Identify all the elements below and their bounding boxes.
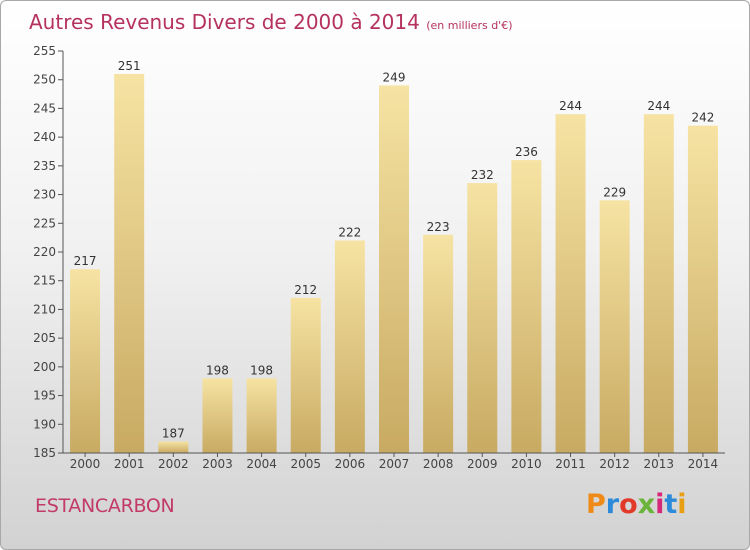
bar — [158, 441, 189, 453]
proxiti-logo: Proxiti — [586, 489, 687, 520]
bar-value-label: 244 — [647, 99, 670, 113]
x-tick-label: 2003 — [202, 457, 233, 471]
chart-title-block: Autres Revenus Divers de 2000 à 2014 (en… — [29, 10, 513, 34]
bar — [246, 378, 277, 453]
x-tick-label: 2014 — [688, 457, 719, 471]
x-tick-label: 2010 — [511, 457, 542, 471]
y-tick-label: 200 — [33, 360, 56, 374]
x-tick-label: 2011 — [555, 457, 586, 471]
x-tick-label: 2002 — [158, 457, 189, 471]
x-axis: 2000 2001 2002 2003 2004 2005 2006 2007 2008 2009… — [63, 452, 725, 471]
logo-letter: i — [677, 489, 687, 520]
x-tick-label: 2004 — [246, 457, 277, 471]
chart-title: Autres Revenus Divers de 2000 à 2014 — [29, 10, 420, 34]
y-tick-label: 240 — [33, 130, 56, 144]
bar-value-label: 212 — [294, 283, 317, 297]
bar — [379, 85, 409, 453]
y-tick-label: 195 — [33, 389, 56, 403]
y-tick-label: 210 — [33, 302, 56, 316]
bar-value-label: 223 — [427, 220, 450, 234]
bar — [334, 240, 365, 453]
y-tick-label: 205 — [33, 331, 56, 345]
y-tick-label: 255 — [33, 44, 56, 58]
x-tick-label: 2007 — [379, 457, 410, 471]
x-tick-label: 2008 — [423, 457, 454, 471]
bar — [423, 234, 454, 453]
y-tick-label: 230 — [33, 188, 56, 202]
y-axis: 185 190 195 200 205 210 215 220 225 230 235 240 245 2… — [33, 44, 64, 460]
y-tick-label: 245 — [33, 101, 56, 115]
x-tick-label: 2006 — [335, 457, 366, 471]
logo-letter: P — [586, 489, 606, 520]
bar-value-label: 242 — [691, 111, 714, 125]
bar — [114, 73, 145, 453]
y-tick-label: 220 — [33, 245, 56, 259]
bar — [202, 378, 233, 453]
bar — [511, 160, 542, 453]
bar-value-label: 187 — [162, 427, 185, 441]
logo-letter: r — [605, 489, 620, 520]
y-tick-label: 250 — [33, 73, 56, 87]
bar — [290, 297, 321, 453]
y-tick-label: 185 — [33, 446, 56, 460]
bar-value-label: 232 — [471, 168, 494, 182]
logo-letter: x — [637, 489, 656, 520]
x-tick-label: 2012 — [599, 457, 630, 471]
bar-value-label: 244 — [559, 99, 582, 113]
bar-value-label: 222 — [338, 226, 361, 240]
y-tick-label: 190 — [33, 417, 56, 431]
bar-value-label: 198 — [206, 363, 229, 377]
bar-value-label: 198 — [250, 363, 273, 377]
bar-value-label: 229 — [603, 185, 626, 199]
logo-letter: t — [664, 489, 678, 520]
logo-letter: o — [619, 489, 638, 520]
x-tick-label: 2000 — [70, 457, 101, 471]
bar-value-label: 217 — [74, 254, 97, 268]
bar-value-label: 236 — [515, 145, 538, 159]
bar — [643, 114, 674, 454]
x-tick-label: 2001 — [114, 457, 145, 471]
y-tick-label: 235 — [33, 159, 56, 173]
y-tick-label: 225 — [33, 216, 56, 230]
y-tick-label: 215 — [33, 274, 56, 288]
x-tick-label: 2013 — [644, 457, 675, 471]
bar — [70, 269, 101, 453]
bar — [467, 183, 498, 454]
bar-value-label: 251 — [118, 59, 141, 73]
bar — [599, 200, 630, 453]
commune-name: ESTANCARBON — [35, 495, 175, 517]
x-tick-label: 2009 — [467, 457, 498, 471]
chart-subtitle: (en milliers d'€) — [426, 19, 513, 32]
bar — [687, 125, 718, 454]
bar — [555, 114, 586, 454]
logo-letter: i — [655, 489, 665, 520]
bar-value-label: 249 — [383, 70, 406, 84]
bars: 217 251 187 198 198 212 222 249 223 232 236 244 229 2… — [70, 59, 718, 454]
x-tick-label: 2005 — [290, 457, 321, 471]
